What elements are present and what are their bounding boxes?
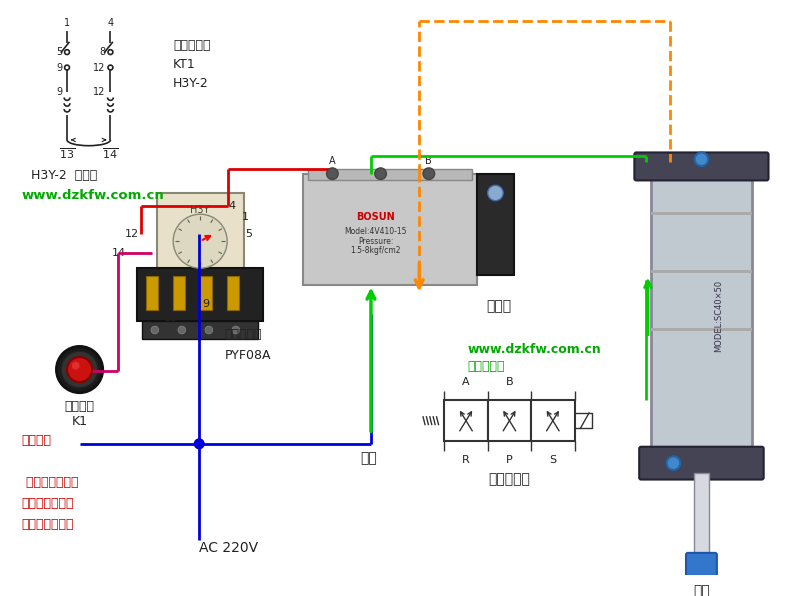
- Text: 9: 9: [202, 299, 209, 309]
- Text: 4: 4: [228, 200, 235, 210]
- Bar: [173, 276, 184, 310]
- Text: 14: 14: [112, 248, 126, 258]
- Text: 12: 12: [126, 228, 139, 238]
- Text: 9: 9: [56, 86, 62, 97]
- Bar: [200, 276, 211, 310]
- Circle shape: [178, 326, 186, 334]
- Bar: [308, 169, 472, 181]
- Bar: [138, 268, 263, 321]
- FancyBboxPatch shape: [651, 173, 752, 477]
- Text: 4: 4: [107, 18, 114, 28]
- Text: 9: 9: [56, 63, 62, 73]
- Text: Model:4V410-15: Model:4V410-15: [344, 227, 407, 236]
- Text: 电磁阀底座
PYF08A: 电磁阀底座 PYF08A: [224, 328, 271, 362]
- Bar: [651, 270, 752, 273]
- Text: 8: 8: [99, 47, 106, 57]
- FancyBboxPatch shape: [639, 447, 764, 480]
- Text: 12: 12: [93, 86, 106, 97]
- Text: 想想想：

 工作开关要选用
带自锁功能的？
还是无自锁的？: 想想想： 工作开关要选用 带自锁功能的？ 还是无自锁的？: [21, 434, 78, 531]
- Text: 电子开发网: 电子开发网: [467, 360, 505, 373]
- Text: A: A: [462, 377, 470, 387]
- Circle shape: [67, 357, 92, 382]
- Text: www.dzkfw.com.cn: www.dzkfw.com.cn: [467, 343, 601, 356]
- Text: A: A: [329, 156, 335, 166]
- Circle shape: [195, 439, 204, 449]
- Circle shape: [205, 326, 213, 334]
- Bar: [227, 276, 238, 310]
- Bar: [444, 401, 487, 441]
- Text: 工作开关
K1: 工作开关 K1: [64, 401, 95, 429]
- FancyBboxPatch shape: [634, 153, 769, 181]
- Text: H3Y: H3Y: [191, 204, 210, 215]
- Bar: [146, 276, 157, 310]
- Bar: [651, 212, 752, 215]
- Bar: [651, 328, 752, 331]
- Text: 电磁阀符号: 电磁阀符号: [488, 472, 530, 486]
- Text: H3Y-2  脚位图: H3Y-2 脚位图: [31, 169, 98, 182]
- Text: R: R: [462, 455, 470, 465]
- Circle shape: [232, 326, 240, 334]
- Text: 气缸: 气缸: [693, 583, 710, 596]
- Text: $\overline{13}$: $\overline{13}$: [59, 147, 75, 162]
- Text: Pressure:: Pressure:: [358, 237, 394, 246]
- Bar: [142, 321, 258, 339]
- Bar: [531, 401, 575, 441]
- Text: S: S: [549, 455, 556, 465]
- Text: 1.5-8kgf/cm2: 1.5-8kgf/cm2: [351, 246, 401, 255]
- Text: $\overline{14}$: $\overline{14}$: [103, 147, 118, 162]
- Text: 电磁阀: 电磁阀: [487, 299, 512, 313]
- Text: AC 220V: AC 220V: [200, 541, 258, 555]
- Text: 12: 12: [93, 63, 106, 73]
- Circle shape: [667, 457, 681, 470]
- Bar: [694, 473, 709, 560]
- Text: 1: 1: [242, 212, 249, 222]
- Text: BOSUN: BOSUN: [356, 212, 395, 222]
- Circle shape: [327, 168, 338, 179]
- Circle shape: [374, 168, 386, 179]
- Bar: [487, 401, 531, 441]
- Circle shape: [173, 214, 227, 268]
- Circle shape: [487, 185, 503, 201]
- Text: 1: 1: [64, 18, 70, 28]
- Text: B: B: [425, 156, 432, 166]
- Text: www.dzkfw.com.cn: www.dzkfw.com.cn: [21, 189, 165, 202]
- Text: 5: 5: [246, 228, 253, 238]
- Text: 气源: 气源: [361, 452, 378, 465]
- Circle shape: [56, 346, 103, 393]
- Circle shape: [423, 168, 435, 179]
- Text: 13: 13: [164, 313, 177, 324]
- Text: P: P: [506, 455, 513, 465]
- FancyBboxPatch shape: [686, 553, 717, 576]
- Text: B: B: [506, 377, 514, 387]
- Circle shape: [695, 153, 708, 166]
- FancyBboxPatch shape: [304, 173, 477, 285]
- Text: MODEL:SC40×50: MODEL:SC40×50: [714, 280, 723, 352]
- Text: 5: 5: [56, 47, 62, 57]
- Bar: [477, 173, 514, 275]
- Circle shape: [151, 326, 159, 334]
- Circle shape: [72, 362, 80, 370]
- FancyBboxPatch shape: [157, 193, 243, 270]
- Text: 时间继电器
KT1
H3Y-2: 时间继电器 KT1 H3Y-2: [173, 39, 211, 89]
- Circle shape: [61, 351, 98, 388]
